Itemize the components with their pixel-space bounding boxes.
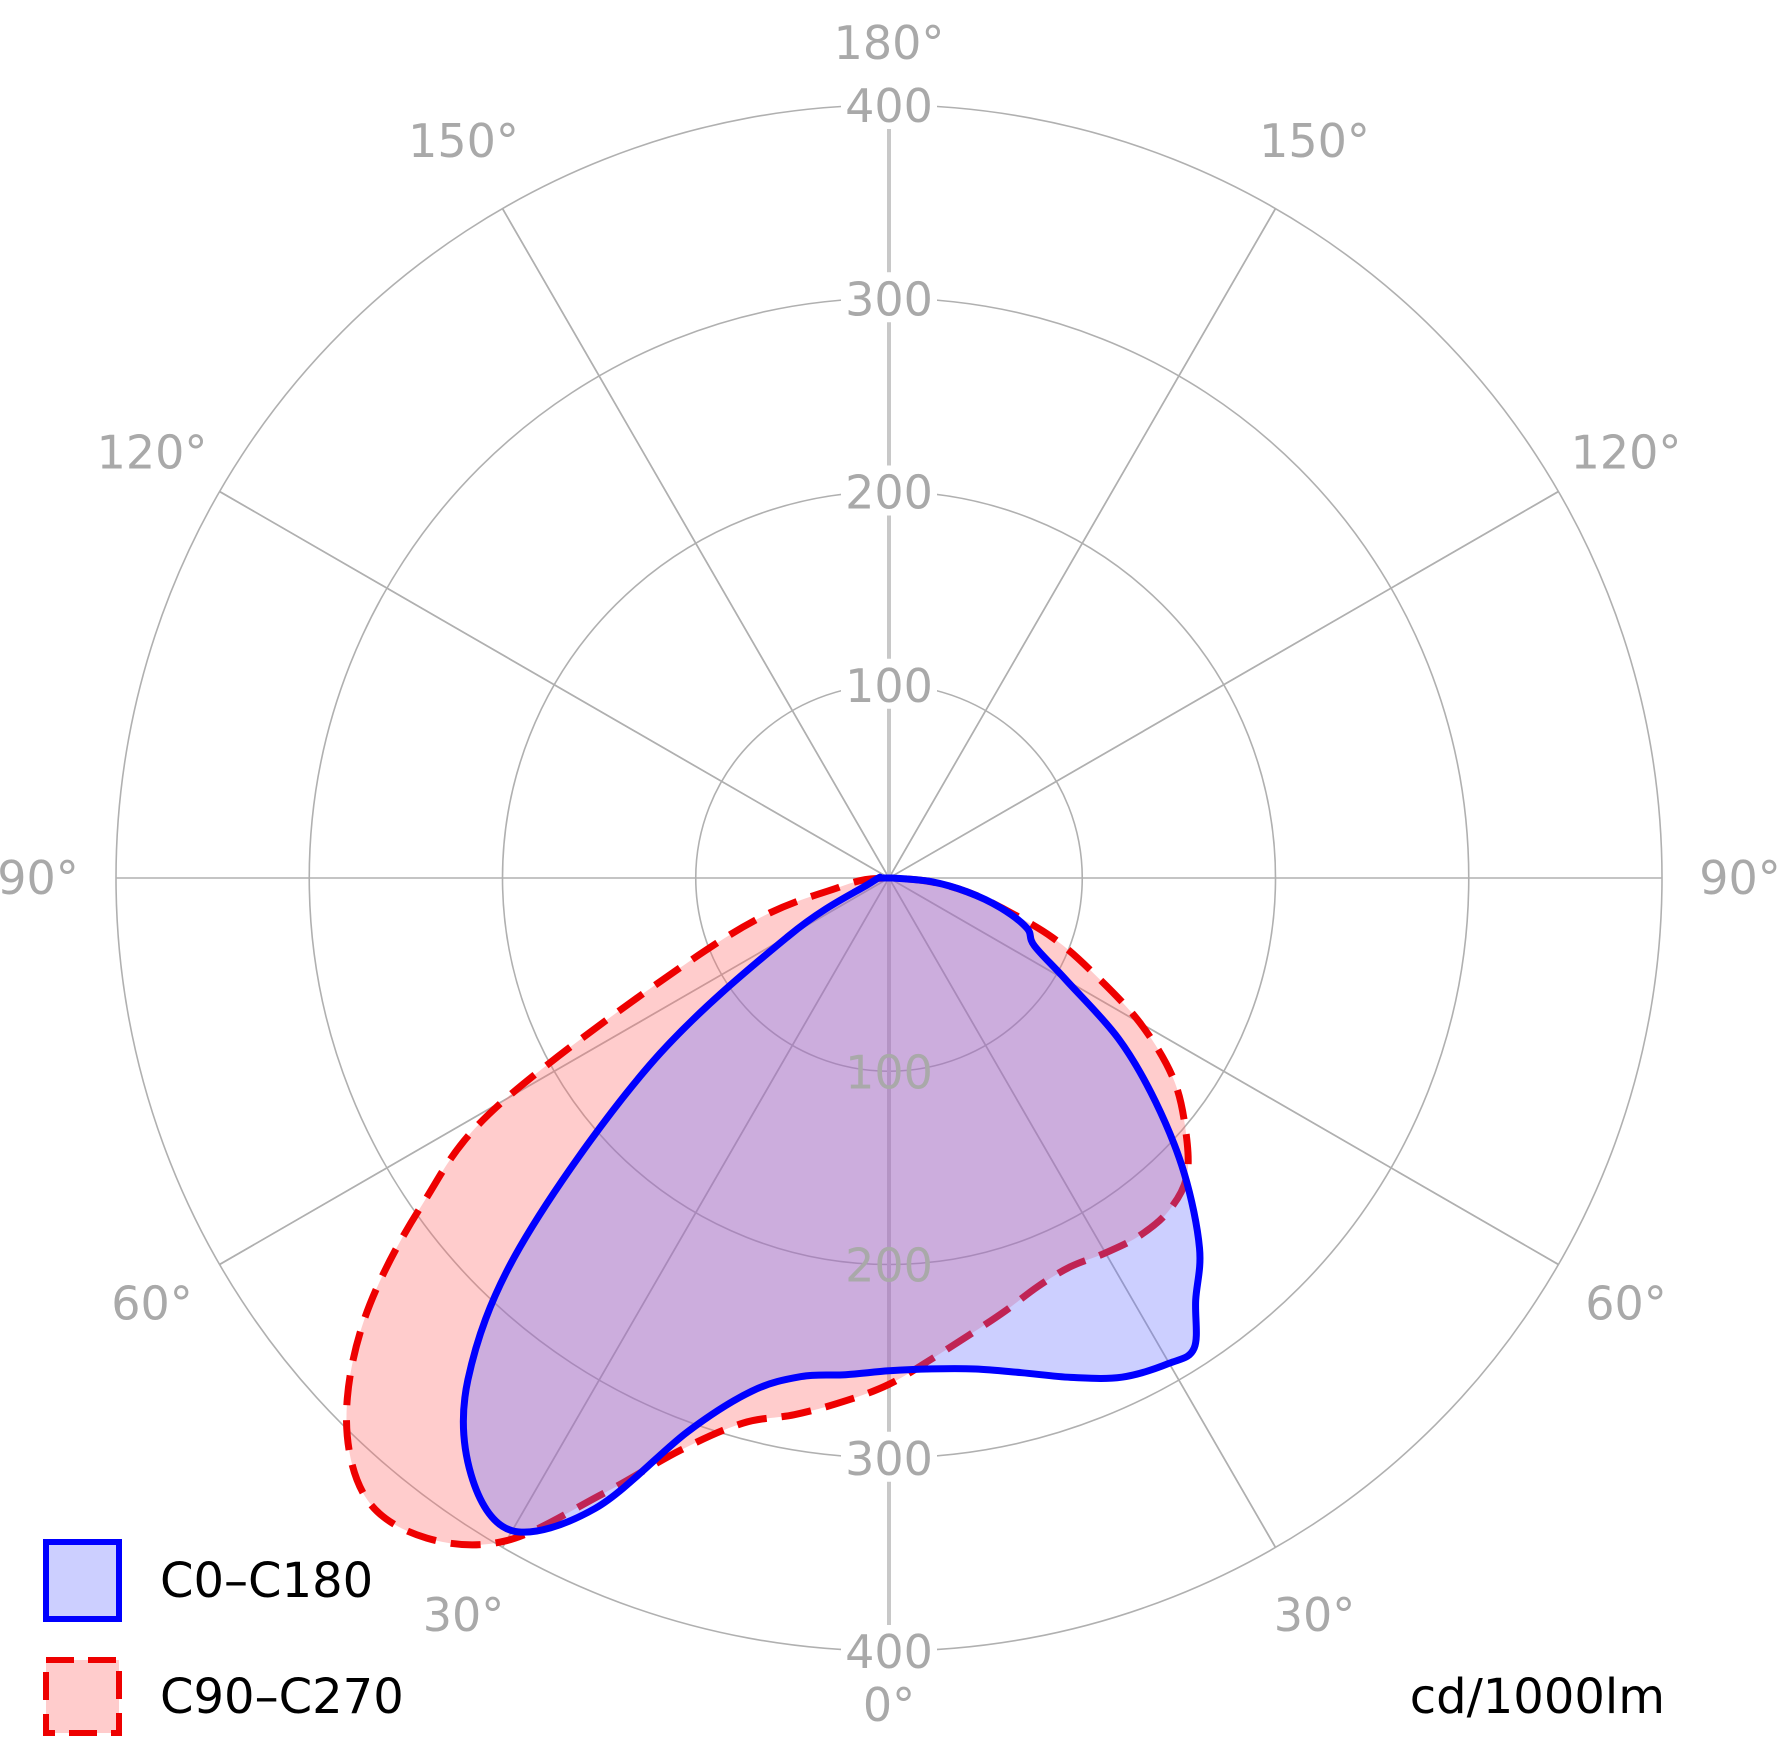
unit-label: cd/1000lm [1410, 1669, 1665, 1725]
angle-label-180: 180° [834, 16, 945, 70]
series-c90-c270-curve [342, 874, 1192, 1549]
radial-label-bg [841, 1431, 937, 1482]
angle-label-60-right: 60° [1585, 1277, 1667, 1331]
angle-label-120-left: 120° [97, 426, 208, 480]
angle-label-60-left: 60° [111, 1277, 193, 1331]
radial-label-bg [841, 658, 937, 709]
legend-label-c0-c180: C0–C180 [160, 1553, 373, 1609]
series-layer [342, 873, 1204, 1549]
angle-label-150-right: 150° [1259, 114, 1370, 168]
radial-label-300-down: 300 [845, 1432, 933, 1486]
radial-label-bg [841, 1625, 937, 1675]
angle-label-0: 0° [863, 1678, 915, 1732]
legend-swatch-c0-c180 [43, 1539, 122, 1622]
legend: C0–C180 C90–C270 [43, 1539, 404, 1736]
legend-swatch-c90-c270 [43, 1657, 122, 1736]
radial-label-100-up: 100 [845, 659, 933, 713]
angle-label-120-right: 120° [1571, 426, 1682, 480]
radial-label-100-down: 100 [845, 1045, 933, 1099]
legend-label-c90-c270: C90–C270 [160, 1669, 404, 1725]
angle-label-90-left: 90° [0, 851, 79, 905]
tick-labels: 1001002002003003004004000°30°30°60°60°90… [0, 16, 1778, 1732]
series-c0-c180-curve [459, 873, 1204, 1536]
radial-label-bg [841, 272, 937, 323]
radial-label-200-up: 200 [845, 466, 933, 520]
angle-label-150-left: 150° [408, 114, 519, 168]
radial-label-bg [841, 79, 937, 129]
angle-label-90-right: 90° [1699, 851, 1778, 905]
radial-label-200-down: 200 [845, 1239, 933, 1293]
radial-label-bg [841, 465, 937, 516]
radial-label-400-up: 400 [845, 79, 933, 133]
angle-label-30-left: 30° [423, 1588, 505, 1642]
radial-label-300-up: 300 [845, 272, 933, 326]
radial-label-400-down: 400 [845, 1625, 933, 1679]
angle-label-30-right: 30° [1274, 1588, 1356, 1642]
